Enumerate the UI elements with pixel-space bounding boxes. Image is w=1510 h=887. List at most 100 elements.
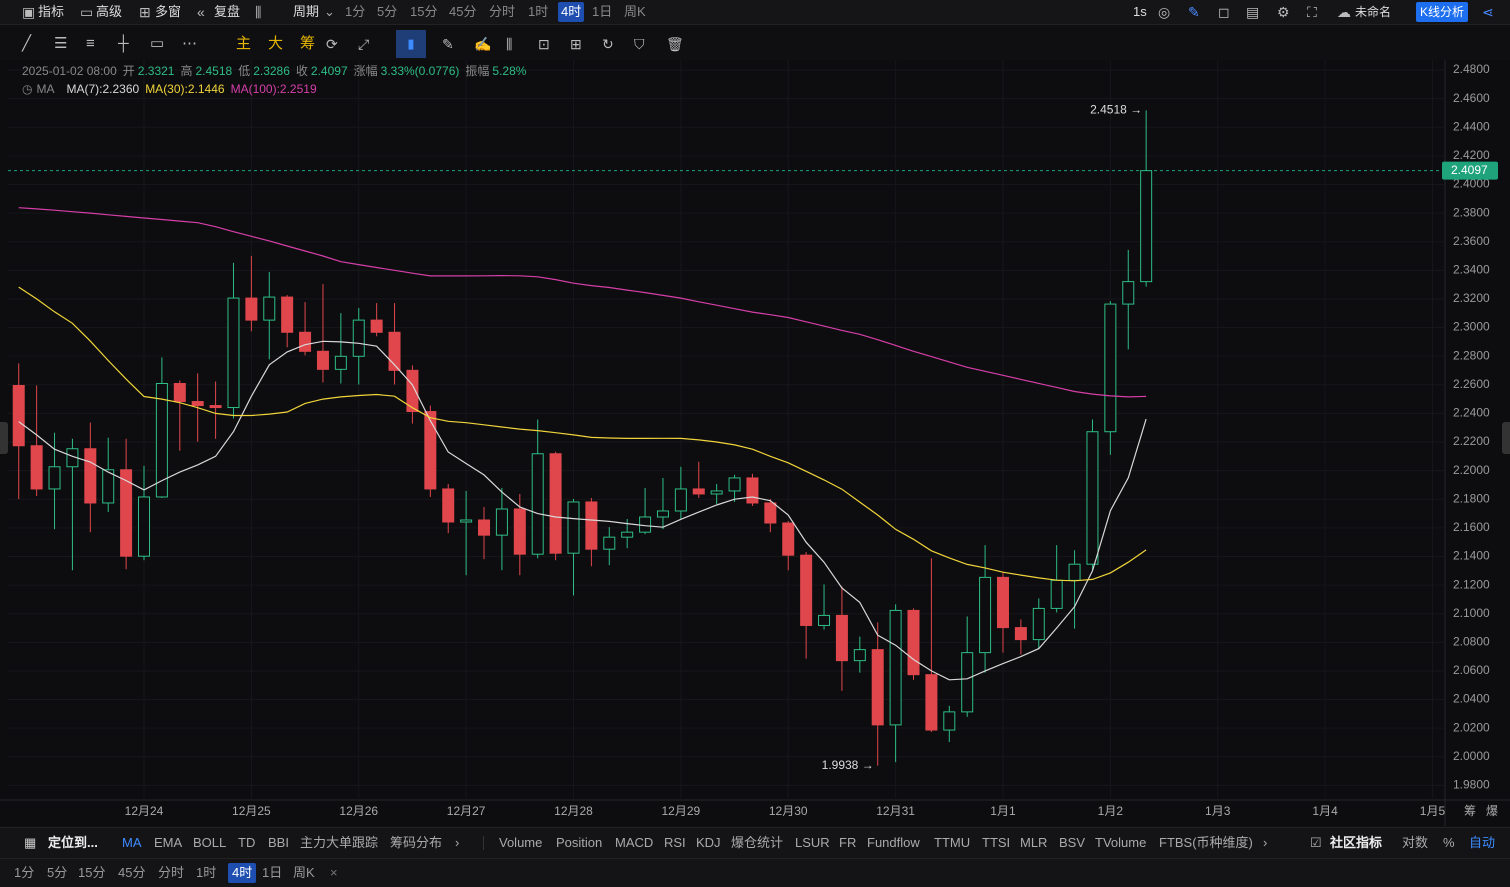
close-button[interactable]: ×	[330, 865, 338, 880]
sub-indicator[interactable]: RSI	[664, 835, 686, 850]
legend-entry: MA(30):2.1446	[145, 82, 225, 96]
period-tab[interactable]: 1时	[528, 4, 549, 19]
info-label: 高	[180, 64, 193, 78]
side-tab[interactable]	[0, 422, 8, 454]
sub-indicator[interactable]: KDJ	[696, 835, 721, 850]
period-tab[interactable]: 15分	[410, 4, 438, 19]
period-tab[interactable]: 5分	[377, 4, 398, 19]
sub-indicator[interactable]: FR	[839, 835, 857, 850]
community-indicators[interactable]: 社区指标	[1330, 835, 1383, 850]
draw-tool[interactable]: ▭	[150, 35, 165, 52]
main-indicator[interactable]: TD	[238, 835, 256, 850]
icon[interactable]: ⊞	[139, 4, 151, 20]
sub-indicator[interactable]: Position	[556, 835, 603, 850]
draw-tool[interactable]: ☰	[54, 35, 68, 52]
period-tab[interactable]: 分时	[158, 865, 185, 880]
icon[interactable]: ▭	[80, 4, 94, 20]
sub-indicator[interactable]: BSV	[1059, 835, 1086, 850]
draw-tool[interactable]: ⛉	[634, 36, 645, 52]
period-tab[interactable]: 1日	[262, 865, 283, 880]
draw-tool[interactable]: ⊞	[570, 36, 582, 52]
draw-tool[interactable]: ⫼	[506, 36, 513, 52]
sub-indicator[interactable]: MLR	[1020, 835, 1048, 850]
analysis-button[interactable]: K线分析	[1416, 2, 1469, 22]
scale-option[interactable]: 自动	[1469, 835, 1496, 850]
icon[interactable]: ⚙	[1277, 4, 1290, 20]
icon[interactable]: «	[197, 4, 205, 20]
period-bar: 1分 5分 15分 45分 分时 1时 4时 1日 周K ×	[0, 858, 1510, 887]
candle-body	[227, 297, 240, 409]
sub-indicator[interactable]: FTBS(币种维度)	[1159, 835, 1253, 850]
period-tab[interactable]: 4时	[558, 2, 585, 22]
indicator-chip[interactable]: 大	[268, 35, 284, 52]
period-tab[interactable]: 1分	[14, 865, 35, 880]
icon[interactable]: ☁	[1337, 4, 1351, 20]
sub-indicator[interactable]: TTMU	[934, 835, 971, 850]
draw-tool[interactable]: ⊡	[538, 36, 550, 52]
draw-tool[interactable]: ┼	[118, 35, 129, 52]
candle-body	[1068, 563, 1081, 581]
more[interactable]: ›	[455, 835, 460, 850]
draw-tool[interactable]: ↻	[602, 36, 614, 52]
locate-button[interactable]: 定位到...	[48, 835, 98, 850]
draw-tool[interactable]: ✎	[442, 36, 454, 52]
period-tab[interactable]: 1日	[592, 4, 613, 19]
sub-indicator[interactable]: MACD	[615, 835, 654, 850]
period-tab[interactable]: 45分	[118, 865, 146, 880]
period-tab[interactable]: 45分	[449, 4, 477, 19]
more[interactable]: ›	[1263, 835, 1268, 850]
sub-indicator[interactable]: 爆仓统计	[731, 835, 784, 850]
sub-indicator[interactable]: TTSI	[982, 835, 1011, 850]
period-tab[interactable]: 5分	[47, 865, 68, 880]
layout-name[interactable]: 未命名	[1355, 5, 1392, 19]
period-tab[interactable]: 分时	[489, 4, 516, 19]
menu-item[interactable]: 高级	[96, 4, 123, 19]
icon[interactable]: ☑	[1310, 835, 1322, 850]
icon[interactable]: ▤	[1246, 4, 1260, 20]
draw-tool[interactable]: ✍	[474, 36, 492, 52]
sub-indicator[interactable]: LSUR	[795, 835, 830, 850]
indicator-chip[interactable]: 筹	[300, 35, 316, 52]
scale-option[interactable]: %	[1443, 835, 1455, 850]
icon[interactable]: ✎	[1188, 4, 1200, 20]
draw-tool-selected[interactable]: ▮	[396, 30, 426, 58]
main-indicator[interactable]: 主力大单跟踪	[300, 835, 379, 850]
main-indicator[interactable]: BOLL	[193, 835, 227, 850]
indicator-chip[interactable]: 主	[236, 35, 252, 52]
draw-tool[interactable]: ╱	[22, 35, 32, 52]
icon[interactable]: ◎	[1158, 4, 1171, 20]
y-tick-label: 2.2800	[1453, 348, 1490, 362]
menu-item[interactable]: 复盘	[214, 4, 241, 19]
menu-item[interactable]: 多窗	[155, 4, 182, 19]
scale-option[interactable]: 对数	[1402, 835, 1429, 850]
refresh-rate[interactable]: 1s	[1133, 4, 1147, 19]
period-tab[interactable]: 周K	[624, 4, 646, 19]
icon[interactable]: ◻	[1218, 4, 1230, 20]
period-tab[interactable]: 周K	[293, 865, 315, 880]
side-tab[interactable]	[1502, 422, 1510, 454]
sub-indicator[interactable]: Volume	[499, 835, 543, 850]
icon[interactable]: ▦	[24, 835, 37, 850]
main-indicator[interactable]: BBI	[268, 835, 289, 850]
menu-item[interactable]: 周期	[293, 4, 320, 19]
info-value: 2.4097	[310, 64, 348, 78]
icon[interactable]: ▣	[22, 4, 36, 20]
draw-tool[interactable]: ⋯	[182, 35, 197, 52]
main-indicator[interactable]: 筹码分布	[390, 835, 443, 850]
period-tab[interactable]: 1时	[196, 865, 217, 880]
period-tab[interactable]: 1分	[345, 4, 366, 19]
menu-item[interactable]: 指标	[38, 4, 65, 19]
draw-tool[interactable]: ⟳	[326, 36, 338, 52]
icon[interactable]: ⫼	[255, 4, 262, 20]
main-indicator[interactable]: MA	[122, 835, 142, 850]
icon[interactable]: ⋖	[1482, 4, 1494, 20]
draw-tool[interactable]: ≡	[86, 35, 95, 52]
sub-indicator[interactable]: Fundflow	[867, 835, 920, 850]
period-tab[interactable]: 15分	[78, 865, 106, 880]
sub-indicator[interactable]: TVolume	[1095, 835, 1147, 850]
main-indicator[interactable]: EMA	[154, 835, 183, 850]
draw-tool[interactable]: 🗑	[666, 36, 684, 52]
period-tab[interactable]: 4时	[228, 863, 257, 883]
draw-tool[interactable]: ⤢	[358, 36, 370, 52]
icon[interactable]: ⛶	[1307, 4, 1317, 20]
